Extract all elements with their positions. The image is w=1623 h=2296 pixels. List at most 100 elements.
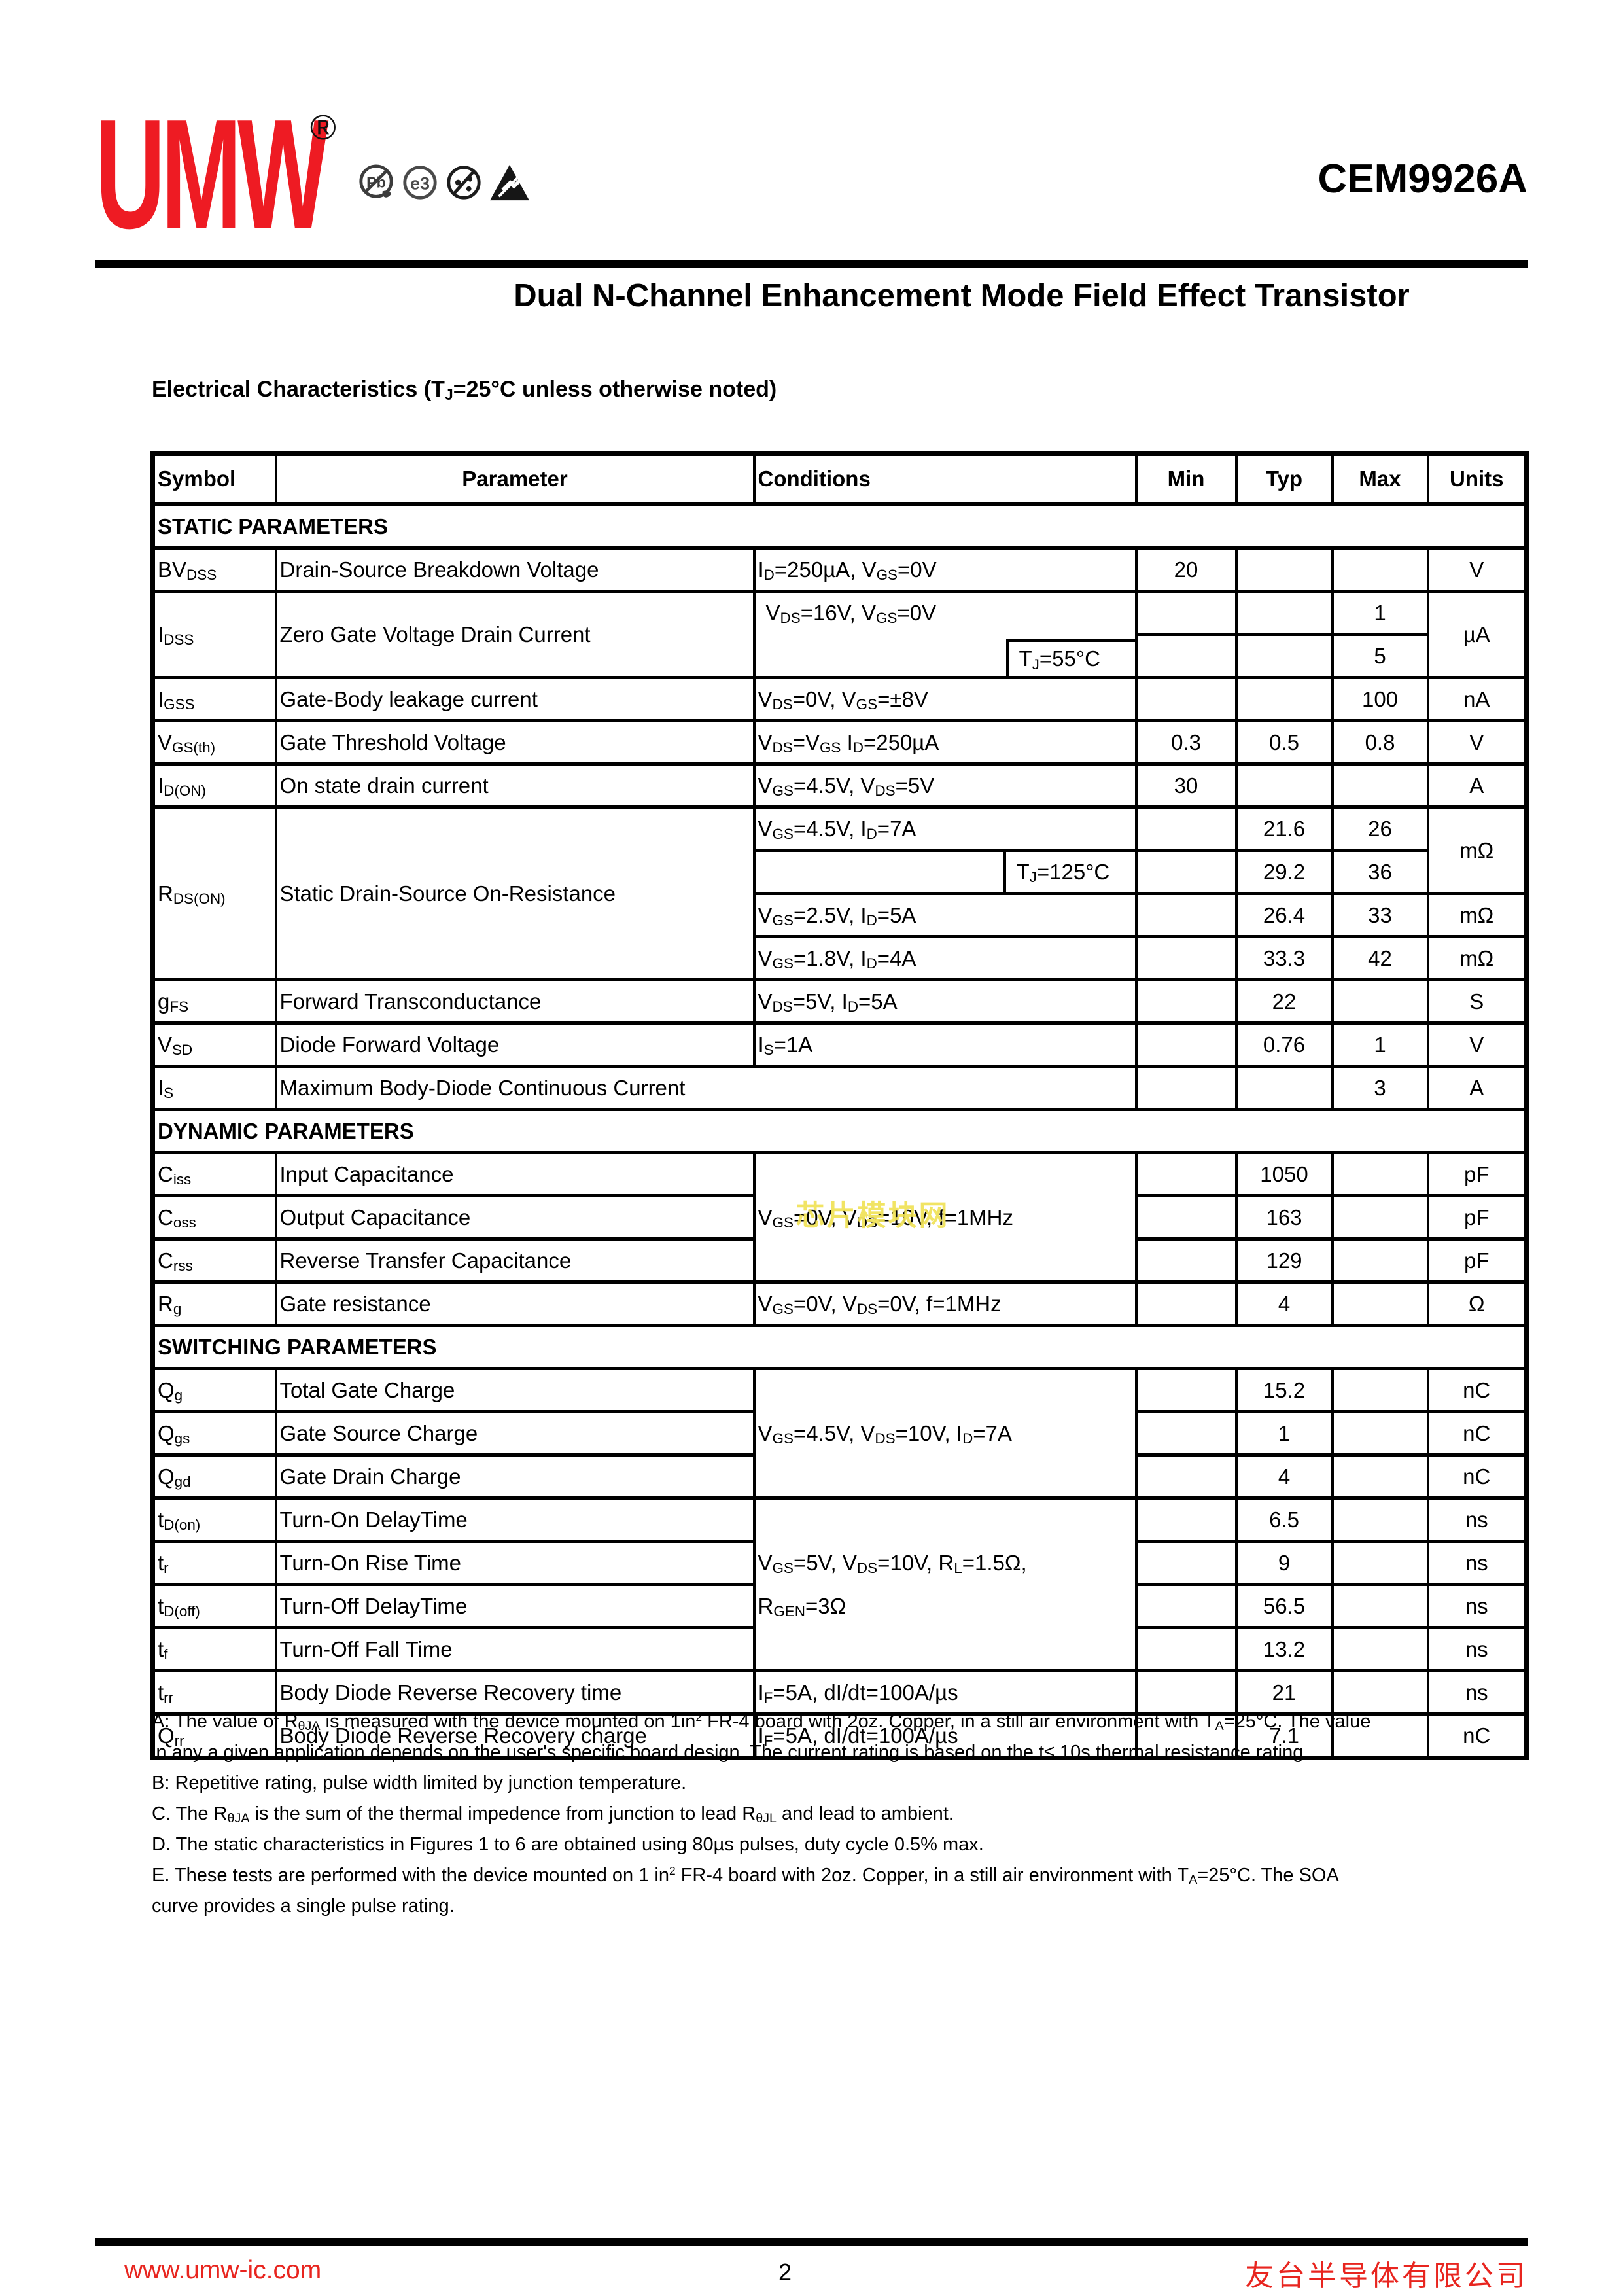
row-vgsth: VGS(th) Gate Threshold Voltage VDS=VGS I… xyxy=(151,719,1528,766)
footnote-e: E. These tests are performed with the de… xyxy=(152,1864,1339,1916)
tdon-typ: 6.5 xyxy=(1234,1496,1334,1543)
rdson-units-3: mΩ xyxy=(1426,892,1528,938)
tdon-max xyxy=(1331,1496,1429,1543)
e3-icon: e3 xyxy=(401,164,439,202)
col-header-typ: Typ xyxy=(1234,452,1334,506)
idss-units: µA xyxy=(1426,590,1528,679)
coss-symbol: Coss xyxy=(151,1194,277,1241)
footer-divider xyxy=(95,2238,1528,2246)
idon-max xyxy=(1331,762,1429,809)
rg-parameter: Gate resistance xyxy=(274,1280,756,1327)
qg-typ: 15.2 xyxy=(1234,1367,1334,1413)
qgd-units: nC xyxy=(1426,1453,1528,1500)
qrr-parameter: Body Diode Reverse Recovery charge xyxy=(274,1712,756,1759)
idss-min-1 xyxy=(1134,590,1238,636)
idss-min-2 xyxy=(1134,633,1238,679)
bvdss-min: 20 xyxy=(1134,546,1238,593)
ciss-min xyxy=(1134,1151,1238,1197)
vgsth-parameter: Gate Threshold Voltage xyxy=(274,719,756,766)
tr-symbol: tr xyxy=(151,1540,277,1586)
qrr-symbol: Qrr xyxy=(151,1712,277,1759)
tdon-symbol: tD(on) xyxy=(151,1496,277,1543)
footnote-d: D. The static characteristics in Figures… xyxy=(152,1834,984,1855)
bvdss-units: V xyxy=(1426,546,1528,593)
row-qgd: Qgd Gate Drain Charge 4 nC xyxy=(151,1453,1528,1500)
vgsth-units: V xyxy=(1426,719,1528,766)
rdson-min-4 xyxy=(1134,935,1238,981)
vsd-units: V xyxy=(1426,1021,1528,1068)
rdson-conditions-1: VGS=4.5V, ID=7A xyxy=(752,805,1138,852)
ciss-max xyxy=(1331,1151,1429,1197)
rdson-max-2: 36 xyxy=(1331,849,1429,895)
is-min xyxy=(1134,1065,1238,1111)
idon-parameter: On state drain current xyxy=(274,762,756,809)
tf-max xyxy=(1331,1626,1429,1672)
rdson-typ-2: 29.2 xyxy=(1234,849,1334,895)
tdon-min xyxy=(1134,1496,1238,1543)
vsd-conditions: IS=1A xyxy=(752,1021,1138,1068)
trr-symbol: trr xyxy=(151,1669,277,1716)
gfs-min xyxy=(1134,978,1238,1025)
qg-max xyxy=(1331,1367,1429,1413)
rdson-units-4: mΩ xyxy=(1426,935,1528,981)
section-dynamic-label: DYNAMIC PARAMETERS xyxy=(151,1108,1528,1154)
col-header-min: Min xyxy=(1134,452,1238,506)
footnote-b: B: Repetitive rating, pulse width limite… xyxy=(152,1773,687,1793)
igss-parameter: Gate-Body leakage current xyxy=(274,676,756,722)
trr-conditions: IF=5A, dI/dt=100A/µs xyxy=(752,1669,1138,1716)
tdon-units: ns xyxy=(1426,1496,1528,1543)
vsd-max: 1 xyxy=(1331,1021,1429,1068)
trr-max xyxy=(1331,1669,1429,1716)
row-tdon: tD(on) Turn-On DelayTime VGS=5V, VDS=10V… xyxy=(151,1496,1528,1672)
qgs-typ: 1 xyxy=(1234,1410,1334,1457)
is-max: 3 xyxy=(1331,1065,1429,1111)
qg-units: nC xyxy=(1426,1367,1528,1413)
ciss-units: pF xyxy=(1426,1151,1528,1197)
qgd-symbol: Qgd xyxy=(151,1453,277,1500)
electrical-characteristics-heading: Electrical Characteristics (TJ=25°C unle… xyxy=(152,377,777,404)
vsd-typ: 0.76 xyxy=(1234,1021,1334,1068)
gfs-parameter: Forward Transconductance xyxy=(274,978,756,1025)
idon-units: A xyxy=(1426,762,1528,809)
col-header-symbol: Symbol xyxy=(151,452,277,506)
idss-max-2: 5 xyxy=(1331,633,1429,679)
rdson-typ-3: 26.4 xyxy=(1234,892,1334,938)
footnote-a: A: The value of RθJA is measured with th… xyxy=(152,1710,1371,1763)
qg-symbol: Qg xyxy=(151,1367,277,1413)
row-ciss: Ciss Input Capacitance VGS=0V, VDS=10V, … xyxy=(151,1151,1528,1284)
crss-parameter: Reverse Transfer Capacitance xyxy=(274,1237,756,1284)
row-igss: IGSS Gate-Body leakage current VDS=0V, V… xyxy=(151,676,1528,722)
row-vsd: VSD Diode Forward Voltage IS=1A 0.76 1 V xyxy=(151,1021,1528,1068)
tdoff-symbol: tD(off) xyxy=(151,1583,277,1629)
rdson-conditions-3: VGS=2.5V, ID=5A xyxy=(752,892,1138,938)
rg-min xyxy=(1134,1280,1238,1327)
crss-units: pF xyxy=(1426,1237,1528,1284)
bvdss-symbol: BVDSS xyxy=(151,546,277,593)
qgs-symbol: Qgs xyxy=(151,1410,277,1457)
rg-typ: 4 xyxy=(1234,1280,1334,1327)
rdson-symbol: RDS(ON) xyxy=(151,805,277,981)
rdson-typ-1: 21.6 xyxy=(1234,805,1334,852)
gfs-conditions: VDS=5V, ID=5A xyxy=(752,978,1138,1025)
ciss-parameter: Input Capacitance xyxy=(274,1151,756,1197)
section-static-label: STATIC PARAMETERS xyxy=(151,503,1528,550)
bvdss-parameter: Drain-Source Breakdown Voltage xyxy=(274,546,756,593)
idon-min: 30 xyxy=(1134,762,1238,809)
qgd-min xyxy=(1134,1453,1238,1500)
tr-min xyxy=(1134,1540,1238,1586)
qgs-max xyxy=(1331,1410,1429,1457)
row-idon: ID(ON) On state drain current VGS=4.5V, … xyxy=(151,762,1528,809)
row-is: IS Maximum Body-Diode Continuous Current… xyxy=(151,1065,1528,1111)
capacitance-conditions: VGS=0V, VDS=10V, f=1MHz 芯片模块网 xyxy=(752,1151,1138,1284)
tdoff-typ: 56.5 xyxy=(1234,1583,1334,1629)
tf-min xyxy=(1134,1626,1238,1672)
qgd-typ: 4 xyxy=(1234,1453,1334,1500)
idss-typ-1 xyxy=(1234,590,1334,636)
crss-max xyxy=(1331,1237,1429,1284)
ciss-symbol: Ciss xyxy=(151,1151,277,1197)
row-tdoff: tD(off) Turn-Off DelayTime 56.5 ns xyxy=(151,1583,1528,1629)
is-units: A xyxy=(1426,1065,1528,1111)
table-header-row: Symbol Parameter Conditions Min Typ Max … xyxy=(151,452,1528,506)
electrical-characteristics-table: Symbol Parameter Conditions Min Typ Max … xyxy=(150,451,1529,1760)
idon-typ xyxy=(1234,762,1334,809)
